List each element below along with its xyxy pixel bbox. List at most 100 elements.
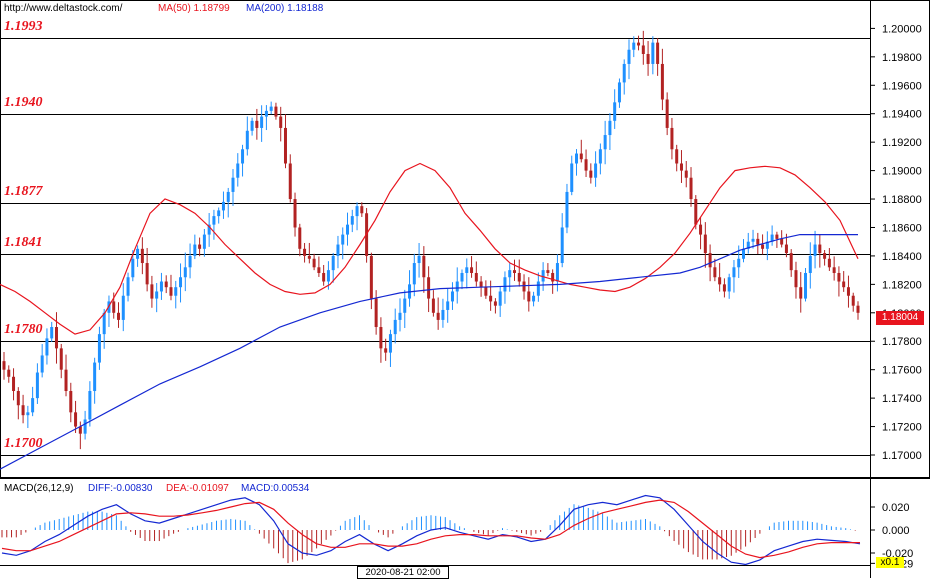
candle-body xyxy=(379,327,383,349)
candle-body xyxy=(722,284,726,292)
candle-body xyxy=(460,272,464,282)
candle-body xyxy=(322,272,326,282)
candle-body xyxy=(770,234,774,242)
macd-tick-label: 0.000 xyxy=(882,525,910,537)
candle-body xyxy=(174,287,178,296)
candle-body xyxy=(117,312,121,320)
candle-body xyxy=(699,224,703,235)
candle-body xyxy=(422,255,426,278)
candle-body xyxy=(780,238,784,245)
candle-body xyxy=(694,199,698,225)
candle-body xyxy=(465,267,469,273)
candle-body xyxy=(660,63,664,100)
candle-body xyxy=(312,258,316,268)
candle-body xyxy=(789,253,793,271)
candle-body xyxy=(341,234,345,245)
candle-body xyxy=(765,241,769,249)
candle-body xyxy=(393,319,397,335)
candle-body xyxy=(527,291,531,302)
candle-body xyxy=(565,191,569,228)
candle-body xyxy=(675,149,679,164)
ma200-legend: MA(200) 1.18188 xyxy=(246,3,324,14)
candle-body xyxy=(579,153,583,160)
candle-body xyxy=(679,163,683,171)
candle-body xyxy=(512,270,516,273)
candle-body xyxy=(374,298,378,328)
crosshair-date: 2020-08-21 02:00 xyxy=(357,566,449,579)
candle-body xyxy=(708,253,712,268)
candle-body xyxy=(88,391,92,420)
candle-body xyxy=(546,270,550,273)
candle-body xyxy=(536,281,540,296)
candle-body xyxy=(264,110,268,117)
candle-body xyxy=(2,361,6,370)
candle-body xyxy=(508,270,512,278)
candle-body xyxy=(45,338,49,356)
source-url[interactable]: http://www.deltastock.com/ xyxy=(4,3,123,14)
price-tick-label: 1.18600 xyxy=(882,222,922,234)
candle-body xyxy=(35,372,39,399)
candle-body xyxy=(112,301,116,313)
macd-diff-legend: DIFF:-0.00830 xyxy=(88,483,153,494)
candle-body xyxy=(851,295,855,306)
candle-body xyxy=(560,227,564,264)
candle-body xyxy=(804,272,808,299)
candle-body xyxy=(126,277,130,296)
candle-body xyxy=(713,267,717,278)
candle-body xyxy=(517,272,521,282)
candle-body xyxy=(136,248,140,259)
candle-body xyxy=(231,177,235,192)
candle-body xyxy=(97,334,101,363)
candle-body xyxy=(665,99,669,128)
candle-body xyxy=(288,163,292,200)
candle-body xyxy=(140,248,144,264)
candle-body xyxy=(384,348,388,353)
candle-body xyxy=(641,45,645,54)
price-tick-label: 1.19000 xyxy=(882,166,922,178)
candle-body xyxy=(470,267,474,273)
candle-body xyxy=(622,63,626,83)
candle-body xyxy=(69,391,73,413)
candle-body xyxy=(412,263,416,285)
candle-body xyxy=(417,255,421,264)
candle-body xyxy=(179,277,183,288)
level-label-3: 1.1877 xyxy=(4,184,43,199)
candle-body xyxy=(279,116,283,128)
candle-body xyxy=(608,120,612,136)
candle-body xyxy=(441,309,445,320)
candle-body xyxy=(823,253,827,259)
candle-body xyxy=(670,127,674,150)
level-label-6: 1.1700 xyxy=(4,436,43,451)
ma50-legend: MA(50) 1.18799 xyxy=(158,3,230,14)
candle-body xyxy=(283,127,287,164)
candle-body xyxy=(484,287,488,296)
candle-body xyxy=(761,244,765,249)
candle-body xyxy=(741,248,745,259)
candle-body xyxy=(193,244,197,256)
candle-body xyxy=(221,201,225,211)
ma50-line xyxy=(0,162,859,335)
candle-body xyxy=(570,163,574,192)
candle-body xyxy=(775,234,779,239)
candle-body xyxy=(31,398,35,413)
macd-zoom-button[interactable]: x0.1 xyxy=(876,557,904,568)
candle-body xyxy=(808,255,812,273)
candle-body xyxy=(799,287,803,299)
candle-body xyxy=(202,234,206,249)
macd-diff-line xyxy=(1,494,861,566)
candle-body xyxy=(427,277,431,299)
candle-body xyxy=(551,272,555,282)
candle-body xyxy=(794,270,798,288)
candle-body xyxy=(169,287,173,296)
candle-body xyxy=(355,206,359,217)
candle-body xyxy=(274,106,278,117)
candle-body xyxy=(598,149,602,164)
candle-body xyxy=(12,376,16,392)
candle-body xyxy=(589,170,593,178)
candle-body xyxy=(16,391,20,406)
candle-body xyxy=(207,224,211,235)
candle-body xyxy=(703,234,707,254)
candle-body xyxy=(498,291,502,306)
